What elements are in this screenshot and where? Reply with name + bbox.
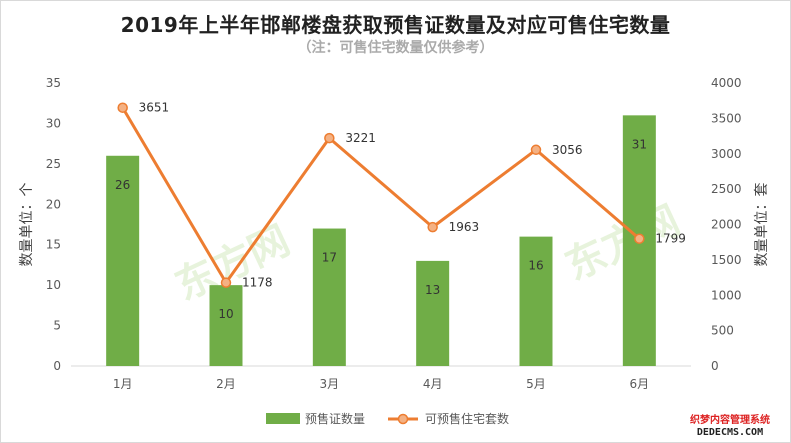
line-point-1 bbox=[117, 102, 128, 113]
line-point-4 bbox=[427, 221, 438, 233]
bar-5 bbox=[519, 236, 553, 366]
chart-title: 2019年上半年邯郸楼盘获取预售证数量及对应可售住宅数量 bbox=[120, 13, 671, 37]
x-tick-label: 1月 bbox=[113, 377, 133, 391]
x-tick-label: 4月 bbox=[423, 377, 443, 391]
bar-3 bbox=[312, 228, 346, 366]
y-right-tick-label: 1000 bbox=[711, 288, 742, 302]
y-left-tick-label: 15 bbox=[46, 238, 61, 252]
line-data-label: 1963 bbox=[449, 220, 480, 234]
y-left-tick-label: 30 bbox=[46, 116, 61, 130]
line-series bbox=[121, 106, 641, 285]
y-left-tick-label: 35 bbox=[46, 76, 61, 90]
bar-data-label: 26 bbox=[115, 178, 130, 192]
labels-group: 26 10 17 13 16 31 3651 1178 3221 1963 3056 1799 bbox=[115, 101, 686, 321]
y-right-tick-label: 1500 bbox=[711, 253, 742, 267]
y-right-tick-label: 500 bbox=[711, 324, 734, 338]
y-right-tick-label: 0 bbox=[711, 359, 719, 373]
bar-4 bbox=[416, 260, 450, 366]
x-tick-label: 5月 bbox=[526, 377, 546, 391]
y-right-tick-label: 3500 bbox=[711, 111, 742, 125]
y-right-axis-title: 数量单位：套 bbox=[754, 183, 770, 267]
y-left-tick-label: 20 bbox=[46, 197, 61, 211]
bar-1 bbox=[106, 155, 140, 366]
line-data-label: 3651 bbox=[139, 101, 170, 115]
legend-line-marker bbox=[397, 413, 409, 425]
line-data-label: 3221 bbox=[345, 131, 376, 145]
bar-data-label: 17 bbox=[322, 251, 337, 265]
corner-stamp: 织梦内容管理系统 DEDECMS.COM bbox=[674, 415, 786, 439]
y-left-axis-title: 数量单位：个 bbox=[19, 183, 35, 267]
line-point-5 bbox=[530, 144, 542, 156]
y-left-tick-label: 25 bbox=[46, 157, 61, 171]
line-point-2 bbox=[220, 277, 232, 288]
line-point-6 bbox=[634, 233, 645, 244]
y-right-tick-label: 4000 bbox=[711, 76, 742, 90]
y-left-tick-label: 5 bbox=[53, 319, 61, 333]
corner-stamp-line1: 织梦内容管理系统 bbox=[690, 415, 770, 426]
legend-line-label: 可预售住宅套数 bbox=[425, 411, 509, 426]
chart-subtitle: （注：可售住宅数量仅供参考） bbox=[297, 40, 494, 56]
line-data-label: 3056 bbox=[552, 143, 583, 157]
line-point-3 bbox=[324, 132, 335, 144]
legend-bar-label: 预售证数量 bbox=[305, 411, 365, 426]
y-right-tick-label: 3000 bbox=[711, 147, 742, 161]
corner-stamp-line2: DEDECMS.COM bbox=[696, 427, 764, 438]
y-right-tick-label: 2500 bbox=[711, 182, 742, 196]
bar-data-label: 10 bbox=[218, 307, 233, 321]
line-group bbox=[117, 102, 645, 288]
line-data-label: 1178 bbox=[242, 276, 273, 290]
bar-2 bbox=[209, 285, 243, 366]
y-left-tick-label: 0 bbox=[53, 359, 61, 373]
x-tick-label: 3月 bbox=[320, 377, 340, 391]
bar-data-label: 31 bbox=[632, 137, 647, 151]
x-tick-label: 6月 bbox=[630, 377, 650, 391]
legend-group: 预售证数量 可预售住宅套数 bbox=[266, 411, 509, 426]
legend-bar-swatch bbox=[266, 413, 300, 424]
y-right-tick-label: 2000 bbox=[711, 218, 742, 232]
bar-data-label: 16 bbox=[528, 259, 543, 273]
x-tick-label: 2月 bbox=[216, 377, 236, 391]
bar-data-label: 13 bbox=[425, 283, 440, 297]
axes-group: 0 5 10 15 20 25 30 35 0 500 1000 1500 2000 2500 3000 35… bbox=[19, 76, 770, 391]
y-left-tick-label: 10 bbox=[46, 278, 61, 292]
line-data-label: 1799 bbox=[655, 232, 686, 246]
